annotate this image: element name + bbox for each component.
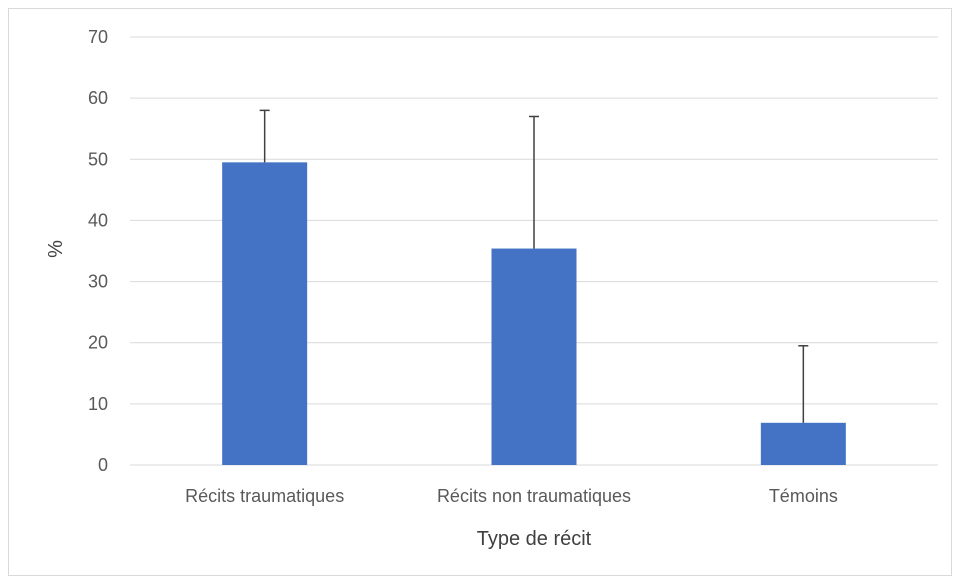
y-tick-label: 70: [88, 27, 108, 47]
y-tick-label: 30: [88, 272, 108, 292]
bars: [222, 162, 846, 466]
error-bars: [259, 109, 809, 423]
bar: [222, 162, 308, 466]
y-tick-label: 40: [88, 210, 108, 230]
x-tick-label: Témoins: [769, 486, 838, 506]
y-axis-ticks: 0 10 20 30 40 50 60 70: [88, 27, 108, 475]
x-axis-title: Type de récit: [477, 528, 592, 550]
x-tick-label: Récits non traumatiques: [437, 486, 631, 506]
bar: [491, 248, 577, 465]
chart-frame: [8, 8, 952, 576]
y-tick-label: 10: [88, 394, 108, 414]
y-tick-label: 50: [88, 149, 108, 169]
x-axis-ticks: Récits traumatiques Récits non traumatiqu…: [185, 486, 838, 506]
x-tick-label: Récits traumatiques: [185, 486, 344, 506]
y-tick-label: 0: [98, 455, 108, 475]
y-tick-label: 60: [88, 88, 108, 108]
y-tick-label: 20: [88, 333, 108, 353]
y-axis-title: %: [45, 240, 67, 258]
bar: [760, 422, 846, 465]
